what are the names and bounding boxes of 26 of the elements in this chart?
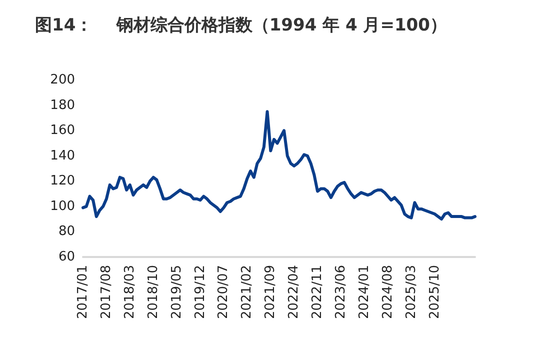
chart-title: 图14： 钢材综合价格指数（1994 年 4 月=100） <box>35 16 447 36</box>
x-tick-label: 2017/01 <box>76 265 90 320</box>
x-tick-label: 2024/08 <box>380 265 396 320</box>
y-tick-label: 160 <box>50 123 75 138</box>
y-tick-label: 80 <box>58 224 75 240</box>
x-tick-label: 2018/03 <box>122 265 138 320</box>
y-tick-label: 120 <box>50 174 75 189</box>
x-tick-label: 2019/12 <box>192 265 208 320</box>
x-tick-label: 2023/06 <box>333 265 348 320</box>
y-tick-label: 140 <box>50 148 75 164</box>
x-tick-label: 2022/11 <box>310 265 326 320</box>
y-tick-label: 180 <box>50 98 75 113</box>
x-tick-label: 2025/03 <box>404 265 419 320</box>
y-tick-label: 60 <box>58 250 75 264</box>
x-tick-label: 2022/04 <box>286 265 302 320</box>
y-tick-label: 200 <box>50 72 75 88</box>
x-tick-label: 2019/05 <box>169 265 184 320</box>
x-tick-label: 2018/10 <box>146 265 161 320</box>
x-tick-label: 2020/07 <box>216 265 232 320</box>
x-tick-label: 2025/10 <box>427 265 442 320</box>
x-tick-label: 2021/02 <box>240 265 255 320</box>
y-tick-label: 100 <box>50 198 75 214</box>
line-series <box>82 110 476 221</box>
x-tick-label: 2024/01 <box>356 265 372 320</box>
x-tick-label: 2021/09 <box>263 265 278 320</box>
x-tick-label: 2017/08 <box>98 265 114 320</box>
